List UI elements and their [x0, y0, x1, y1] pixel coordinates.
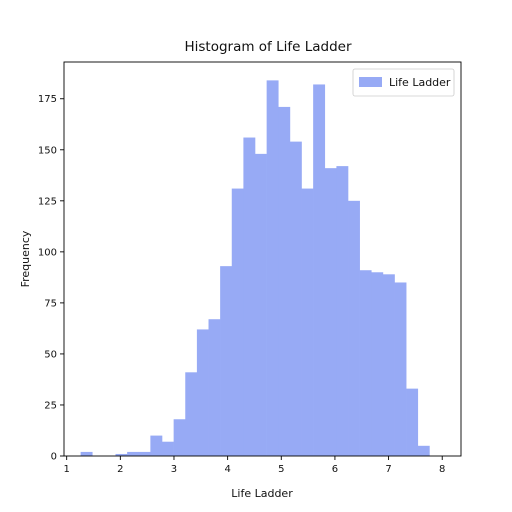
legend-box: [352, 68, 455, 97]
x-tick-label: 7: [385, 464, 391, 475]
histogram-bar: [208, 319, 221, 456]
histogram-bar: [185, 372, 198, 456]
y-axis-ticks: 0 25 50 75 100 125 150 175: [38, 94, 64, 463]
x-tick-label: 5: [278, 464, 284, 475]
y-tick-label: 100: [38, 247, 57, 258]
x-tick-label: 3: [171, 464, 177, 475]
histogram-bar: [138, 451, 151, 456]
histogram-bar: [127, 451, 140, 456]
y-tick-label: 175: [38, 94, 57, 105]
histogram-bar: [313, 84, 326, 456]
y-tick-label: 150: [38, 145, 57, 156]
histogram-bar: [173, 419, 186, 456]
y-tick-label: 50: [44, 349, 57, 360]
x-tick-label: 4: [224, 464, 230, 475]
histogram-bar: [324, 168, 337, 456]
x-tick-label: 6: [332, 464, 338, 475]
y-tick-label: 0: [51, 452, 57, 463]
histogram-bar: [243, 137, 256, 456]
histogram-bar: [231, 188, 244, 456]
histogram-bar: [289, 141, 302, 456]
x-axis-ticks: 1 2 3 4 5 6 7 8: [63, 456, 445, 475]
histogram-bar: [371, 272, 384, 456]
legend-entry-life-ladder: Life Ladder: [389, 76, 451, 89]
histogram-bar: [382, 274, 395, 456]
histogram-bar: [417, 445, 430, 456]
histogram-bar: [406, 388, 419, 456]
x-tick-label: 2: [117, 464, 123, 475]
plot-frame: [63, 61, 462, 457]
histogram-bar: [162, 441, 174, 456]
y-tick-label: 125: [38, 196, 57, 207]
chart-title: Histogram of Life Ladder: [184, 39, 351, 55]
histogram-bar: [80, 451, 93, 456]
histogram-bar: [255, 153, 267, 456]
histogram-bar: [336, 166, 349, 456]
legend: Life Ladder: [352, 68, 455, 97]
y-axis-label: Frequency: [19, 230, 32, 287]
histogram-bar: [115, 453, 128, 456]
histogram-bar: [278, 106, 291, 456]
histogram-bar: [301, 188, 314, 456]
histogram-bars: [80, 80, 430, 457]
histogram-bar: [196, 329, 209, 456]
histogram-bar: [359, 270, 372, 456]
histogram-bar: [394, 282, 407, 456]
x-axis-label: Life Ladder: [231, 487, 293, 500]
histogram-bar: [220, 266, 233, 456]
histogram-bar: [150, 435, 163, 456]
legend-swatch: [359, 77, 382, 87]
histogram-bar: [266, 80, 279, 457]
y-tick-label: 25: [44, 400, 57, 411]
x-tick-label: 8: [439, 464, 445, 475]
y-tick-label: 75: [44, 298, 57, 309]
histogram-bar: [348, 200, 360, 456]
x-tick-label: 1: [63, 464, 69, 475]
